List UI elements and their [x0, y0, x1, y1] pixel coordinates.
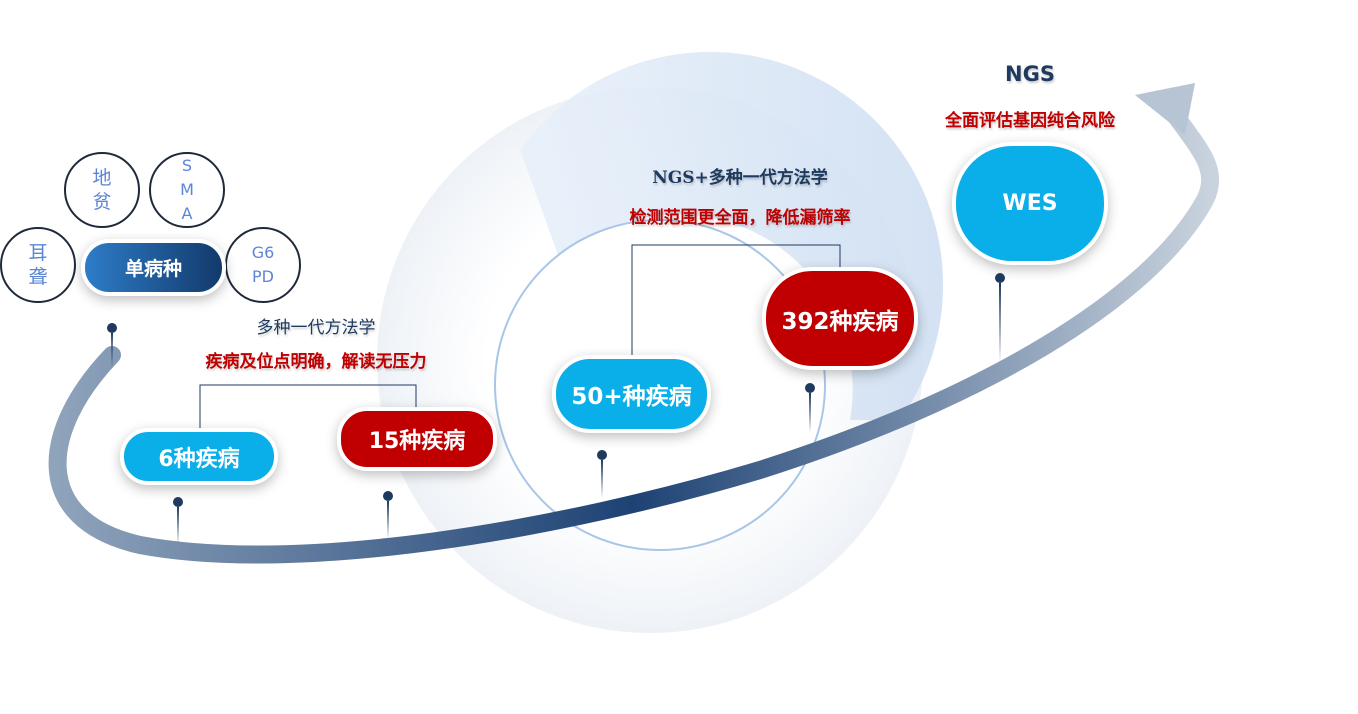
pin-dot	[173, 497, 183, 507]
panel-15-diseases: 15种疾病	[337, 407, 497, 471]
pin-stem	[809, 393, 811, 433]
stage3-benefit: 全面评估基因纯合风险	[945, 111, 1115, 131]
stage1-method: 多种一代方法学	[256, 318, 376, 338]
disease-circle-thalassemia: 地贫	[64, 152, 140, 228]
stage2-method: NGS+多种一代方法学	[652, 168, 828, 188]
pin-dot	[597, 450, 607, 460]
pin-stem	[387, 501, 389, 539]
disease-circle-sma: SMA	[149, 152, 225, 228]
disease-label: 地贫	[92, 167, 112, 213]
pin-stem	[177, 507, 179, 545]
panel-392-diseases: 392种疾病	[762, 267, 918, 370]
disease-label: 耳聋	[28, 242, 48, 288]
blue-halo	[520, 51, 944, 421]
panel-label: 6种疾病	[158, 446, 240, 472]
panel-label: WES	[1002, 191, 1058, 216]
pin-dot	[107, 323, 117, 333]
pin-dot	[995, 273, 1005, 283]
connector-stage2	[631, 244, 841, 355]
panel-label: 50+种疾病	[571, 384, 692, 410]
stage1-benefit: 疾病及位点明确，解读无压力	[205, 352, 427, 372]
progress-arc	[48, 106, 1220, 564]
pin-stem	[111, 333, 113, 368]
panel-6-diseases: 6种疾病	[120, 428, 278, 485]
arrow-head-icon	[1135, 83, 1195, 135]
single-disease-badge: 单病种	[81, 239, 226, 296]
disease-label: G6PD	[251, 243, 275, 286]
disease-circle-g6pd: G6PD	[225, 227, 301, 303]
pin-stem	[601, 460, 603, 498]
stage3-method: NGS	[1005, 62, 1055, 86]
badge-label: 单病种	[124, 258, 182, 280]
pin-dot	[383, 491, 393, 501]
pin-dot	[805, 383, 815, 393]
pin-stem	[999, 283, 1001, 363]
connector-stage1	[199, 384, 417, 428]
panel-50-diseases: 50+种疾病	[552, 355, 711, 433]
stage2-benefit: 检测范围更全面，降低漏筛率	[629, 208, 851, 228]
panel-label: 392种疾病	[781, 308, 899, 335]
disease-label: SMA	[180, 156, 194, 223]
panel-wes: WES	[952, 142, 1108, 265]
disease-circle-deafness: 耳聋	[0, 227, 76, 303]
panel-label: 15种疾病	[368, 429, 466, 454]
